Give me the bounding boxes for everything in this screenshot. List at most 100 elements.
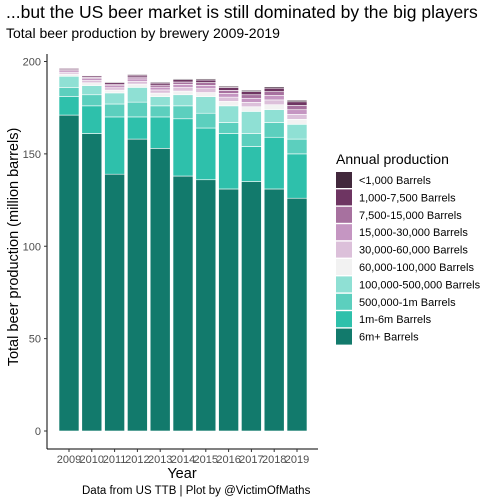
bar-segment-2014-1: [172, 118, 194, 177]
bar-segment-2016-1: [218, 133, 239, 190]
bar-segment-2015-6: [195, 85, 217, 89]
bar-segment-2012-5: [127, 80, 148, 85]
bar-segment-2017-1: [241, 146, 262, 182]
bar-segment-2015-7: [195, 82, 217, 86]
x-tick-label: 2012: [125, 454, 149, 466]
bar-segment-2017-8: [241, 91, 262, 96]
bar-segment-2017-4: [241, 106, 262, 112]
legend-label: 15,000-30,000 Barrels: [359, 227, 468, 239]
y-tick-label: 150: [23, 149, 41, 161]
bar-segment-2014-6: [172, 84, 194, 88]
x-tick-label: 2018: [262, 454, 286, 466]
bar-segment-2010-1: [81, 105, 103, 134]
bar-segment-2011-1: [104, 116, 125, 175]
bar-segment-2013-8: [149, 82, 171, 86]
legend-swatch: [336, 189, 352, 206]
bar-segment-2014-3: [172, 94, 194, 107]
bar-segment-2012-6: [127, 78, 148, 82]
bar-segment-2013-4: [149, 92, 171, 97]
bar-segment-2018-1: [263, 136, 285, 190]
bar-segment-2014-0: [172, 175, 194, 432]
legend-label: <1,000 Barrels: [359, 175, 431, 187]
bar-segment-2013-1: [149, 116, 171, 149]
bar-segment-2016-6: [218, 93, 239, 98]
bar-segment-2019-8: [286, 101, 308, 106]
chart-caption: Data from US TTB | Plot by @VictimOfMath…: [82, 485, 311, 497]
bar-segment-2011-0: [104, 173, 125, 432]
bar-segment-2016-9: [218, 85, 239, 88]
bar-segment-2013-6: [149, 86, 171, 91]
x-tick-label: 2011: [103, 454, 127, 466]
bar-segment-2009-9: [58, 67, 80, 69]
bar-segment-2015-2: [195, 112, 217, 129]
y-tick-label: 200: [23, 57, 41, 69]
bar-segment-2016-8: [218, 87, 239, 91]
bar-segment-2011-5: [104, 87, 125, 91]
bar-segment-2019-4: [286, 119, 308, 125]
legend-swatch: [336, 224, 352, 241]
bar-segment-2018-2: [263, 122, 285, 138]
bar-segment-2013-2: [149, 105, 171, 118]
bar-segment-2014-8: [172, 79, 194, 83]
bar-segment-2013-0: [149, 148, 171, 432]
legend-swatch: [336, 259, 352, 275]
legend-label: 7,500-15,000 Barrels: [359, 210, 462, 222]
x-tick-label: 2016: [216, 454, 240, 466]
x-tick-label: 2017: [239, 454, 263, 466]
y-axis-ticks: 0 50 100 150 200: [23, 57, 47, 438]
legend-title: Annual production: [336, 151, 449, 167]
bar-segment-2015-1: [195, 127, 217, 181]
x-axis-title: Year: [167, 466, 196, 482]
y-tick-label: 50: [29, 334, 41, 346]
bar-segment-2018-3: [263, 109, 285, 123]
bar-segment-2016-5: [218, 96, 239, 102]
bar-segment-2019-6: [286, 109, 308, 115]
bar-segment-2018-4: [263, 104, 285, 110]
bar-segment-2011-4: [104, 89, 125, 94]
chart-title: ...but the US beer market is still domin…: [6, 2, 478, 22]
legend-label: 30,000-60,000 Barrels: [359, 245, 468, 257]
x-axis-ticks: 2009201020112012201320142015201620172018…: [57, 449, 309, 466]
bar-segment-2016-2: [218, 122, 239, 134]
bar-segment-2014-7: [172, 81, 194, 85]
legend-swatch: [336, 311, 352, 328]
bar-segment-2017-2: [241, 133, 262, 147]
y-axis-title: Total beer production (million barrels): [6, 128, 22, 367]
bar-segment-2012-0: [127, 138, 148, 432]
bar-segment-2013-7: [149, 84, 171, 88]
bar-segment-2011-6: [104, 85, 125, 89]
legend-label: 60,000-100,000 Barrels: [359, 262, 474, 274]
bar-segment-2015-9: [195, 78, 217, 81]
bar-segment-2017-3: [241, 111, 262, 134]
x-tick-label: 2014: [171, 454, 195, 466]
bar-layer: [58, 67, 308, 432]
bar-segment-2017-6: [241, 97, 262, 103]
bar-segment-2013-5: [149, 89, 171, 94]
x-tick-label: 2015: [194, 454, 218, 466]
bar-segment-2016-4: [218, 101, 239, 107]
bar-segment-2018-8: [263, 87, 285, 92]
bar-segment-2010-0: [81, 133, 103, 432]
bar-segment-2014-5: [172, 87, 194, 92]
legend-label: 6m+ Barrels: [359, 332, 419, 344]
bar-segment-2010-9: [81, 75, 103, 77]
bar-segment-2014-9: [172, 78, 194, 80]
x-tick-label: 2013: [148, 454, 172, 466]
bar-segment-2013-3: [149, 96, 171, 107]
bar-segment-2019-3: [286, 124, 308, 140]
bar-segment-2018-0: [263, 188, 285, 432]
x-tick-label: 2009: [57, 454, 81, 466]
legend-swatch: [336, 328, 352, 345]
x-tick-label: 2019: [285, 454, 309, 466]
bar-segment-2015-8: [195, 79, 217, 83]
bar-segment-2018-9: [263, 86, 285, 89]
bar-segment-2012-4: [127, 83, 148, 88]
bar-segment-2019-5: [286, 114, 308, 120]
bar-segment-2011-3: [104, 92, 125, 105]
bar-segment-2016-7: [218, 90, 239, 94]
y-tick-label: 100: [23, 241, 41, 253]
bar-segment-2015-5: [195, 88, 217, 93]
legend-label: 100,000-500,000 Barrels: [359, 279, 481, 291]
bar-segment-2018-6: [263, 95, 285, 101]
bar-segment-2016-3: [218, 105, 239, 123]
